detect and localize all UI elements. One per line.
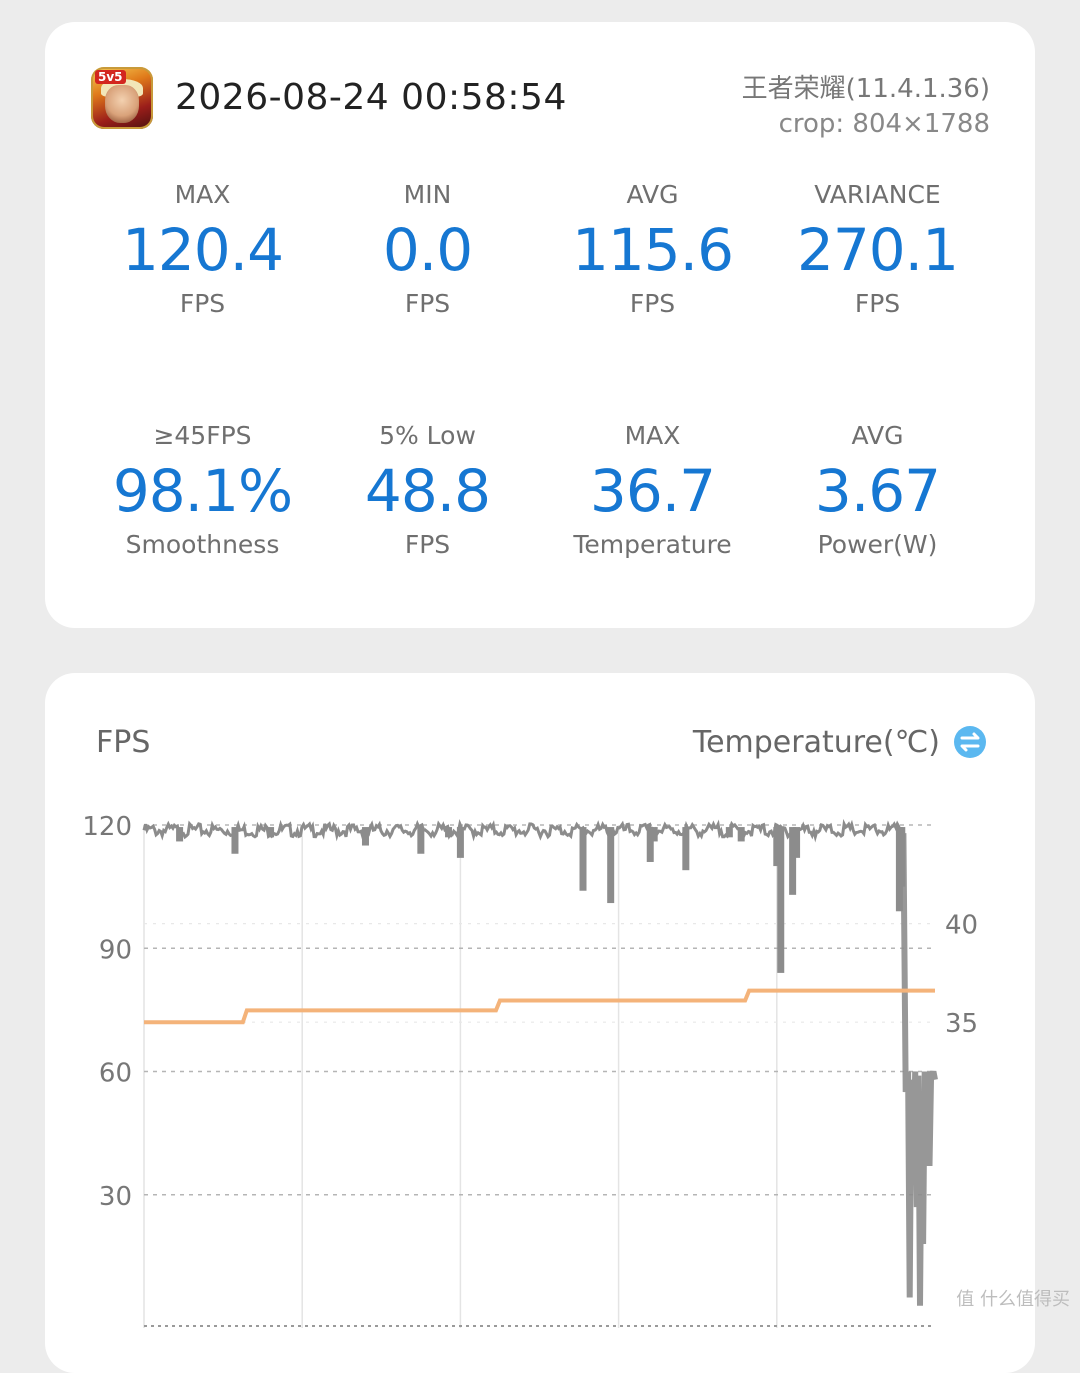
stat-label: ≥45FPS: [153, 421, 252, 450]
stat-value: 48.8: [364, 457, 491, 525]
stat-unit: FPS: [629, 289, 676, 318]
fps-dip: [417, 827, 425, 854]
stat-value: 98.1%: [112, 457, 293, 525]
fps-tail-line: [900, 833, 938, 1306]
left-tick-label: 90: [99, 935, 132, 965]
stat-unit: FPS: [404, 289, 451, 318]
fps-dip: [737, 827, 745, 842]
fps-dip: [650, 827, 658, 842]
app-icon-badge: 5v5: [95, 70, 126, 84]
stat-unit: Power(W): [817, 530, 938, 559]
right-tick-label: 40: [945, 911, 978, 941]
stat-min-fps: MIN 0.0 FPS: [315, 178, 540, 320]
fps-dip: [789, 827, 797, 895]
swap-arrows-icon[interactable]: [953, 725, 987, 759]
stat-max-fps: MAX 120.4 FPS: [90, 178, 315, 320]
stat-5pct-low: 5% Low 48.8 FPS: [315, 419, 540, 561]
summary-card: 5v5 2026-08-24 00:58:54 王者荣耀(11.4.1.36) …: [45, 22, 1035, 628]
stat-value: 115.6: [571, 216, 734, 284]
fps-dip: [176, 827, 184, 842]
stat-avg-power: AVG 3.67 Power(W): [765, 419, 990, 561]
stat-unit: FPS: [179, 289, 226, 318]
stat-label: MAX: [174, 180, 231, 209]
stat-unit: Temperature: [573, 530, 732, 559]
app-name-version: 王者荣耀(11.4.1.36): [741, 74, 990, 104]
right-tick-label: 35: [945, 1009, 978, 1039]
stat-unit: FPS: [404, 530, 451, 559]
session-timestamp: 2026-08-24 00:58:54: [175, 77, 567, 118]
fps-dip: [646, 827, 654, 862]
stat-value: 3.67: [814, 457, 941, 525]
stat-label: AVG: [851, 421, 904, 450]
stat-label: MAX: [624, 421, 681, 450]
stat-value: 270.1: [796, 216, 959, 284]
stat-unit: Smoothness: [125, 530, 280, 559]
fps-temperature-chart: 120 90 60 30 40 35: [82, 812, 978, 1328]
left-tick-label: 30: [99, 1182, 132, 1212]
game-app-icon: 5v5: [91, 67, 153, 129]
stat-variance: VARIANCE 270.1 FPS: [765, 178, 990, 320]
stat-label: VARIANCE: [814, 180, 941, 209]
fps-dip: [231, 827, 239, 854]
stat-value: 120.4: [121, 216, 284, 284]
stat-value: 0.0: [382, 216, 473, 284]
fps-dip: [361, 827, 369, 846]
fps-dip: [773, 827, 781, 867]
fps-dip: [445, 827, 453, 838]
left-tick-label: 60: [99, 1059, 132, 1089]
chart-card: FPS Temperature(℃) 120 90 60 30 40 35: [45, 673, 1035, 1373]
left-tick-label: 120: [82, 812, 132, 842]
stat-label: MIN: [403, 180, 452, 209]
fps-dip: [267, 827, 275, 838]
fps-dip: [777, 827, 785, 973]
stat-avg-fps: AVG 115.6 FPS: [540, 178, 765, 320]
fps-dip: [793, 827, 801, 858]
fps-dip: [456, 827, 464, 858]
fps-dip: [607, 827, 615, 904]
stat-smoothness: ≥45FPS 98.1% Smoothness: [90, 419, 315, 561]
stat-unit: FPS: [854, 289, 901, 318]
fps-dip: [579, 827, 587, 891]
site-watermark: 值 什么值得买: [956, 1289, 1070, 1310]
stat-label: AVG: [626, 180, 679, 209]
fps-axis-title: FPS: [96, 725, 151, 760]
stat-label: 5% Low: [379, 421, 476, 450]
crop-resolution: crop: 804×1788: [778, 109, 990, 139]
temperature-series-line: [144, 988, 935, 1025]
fps-dip: [682, 827, 690, 871]
stat-max-temperature: MAX 36.7 Temperature: [540, 419, 765, 561]
temperature-axis-title[interactable]: Temperature(℃): [692, 725, 940, 760]
fps-dip: [725, 827, 733, 838]
stat-value: 36.7: [589, 457, 716, 525]
